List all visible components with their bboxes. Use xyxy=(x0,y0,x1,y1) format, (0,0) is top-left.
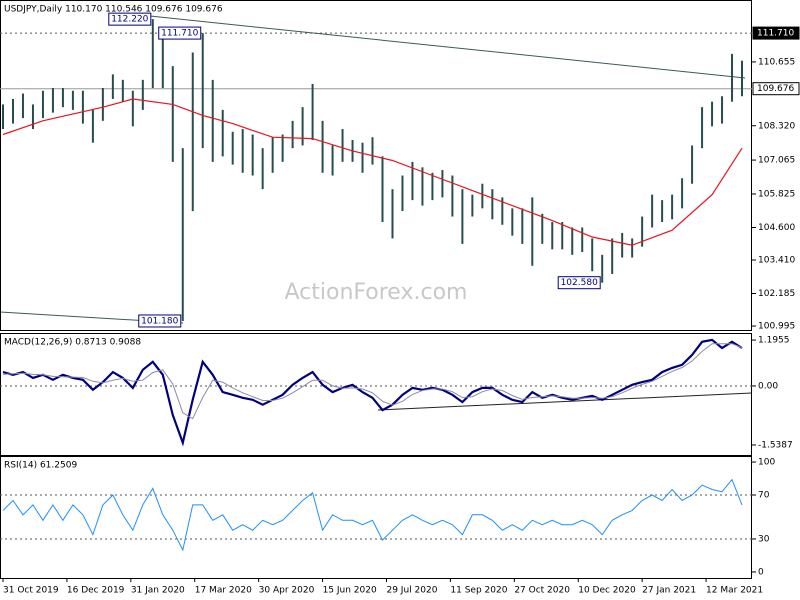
y-tick-label: 70 xyxy=(758,491,770,501)
x-tick-label: 11 Sep 2020 xyxy=(450,586,507,596)
annotation-label: 102.580 xyxy=(561,278,598,288)
indicator-line xyxy=(2,338,743,447)
panel-frame xyxy=(0,333,752,456)
y-tick-label: 108.320 xyxy=(758,121,795,131)
x-tick-label: 31 Oct 2019 xyxy=(3,586,59,596)
y-tick-label: 107.065 xyxy=(758,156,795,166)
watermark: ActionForex.com xyxy=(285,280,468,305)
y-tick-label: 104.600 xyxy=(758,223,795,233)
panel-title: USDJPY,Daily 110.170 110.546 109.676 109… xyxy=(4,5,223,15)
annotation-box xyxy=(138,314,182,328)
x-tick-label: 17 Mar 2020 xyxy=(195,586,252,596)
level-label: 109.676 xyxy=(757,84,794,94)
trendline xyxy=(149,15,746,79)
level-label-box xyxy=(752,26,800,40)
level-label-box xyxy=(752,82,800,96)
y-tick-label: 0 xyxy=(758,567,764,577)
y-tick-label: 100 xyxy=(758,458,775,468)
level-label: 111.710 xyxy=(757,29,794,39)
x-tick-label: 30 Apr 2020 xyxy=(259,586,315,596)
indicator-line xyxy=(2,343,743,420)
annotation-box xyxy=(108,12,152,26)
panel-frame xyxy=(0,0,752,331)
x-tick-label: 29 Jul 2020 xyxy=(386,586,437,596)
indicator-line xyxy=(2,478,743,552)
annotation-label: 111.710 xyxy=(161,29,198,39)
x-tick-label: 12 Mar 2021 xyxy=(706,586,763,596)
y-tick-label: 30 xyxy=(758,534,770,544)
annotation-box xyxy=(158,26,202,40)
y-tick-label: 1.1955 xyxy=(758,336,790,346)
y-tick-label: 100.995 xyxy=(758,322,795,332)
x-tick-label: 10 Dec 2020 xyxy=(578,586,636,596)
y-tick-label: -1.5387 xyxy=(758,440,793,450)
panel-frame xyxy=(0,456,752,579)
y-tick-label: 102.185 xyxy=(758,289,795,299)
panel-title: RSI(14) 61.2509 xyxy=(4,461,77,471)
y-tick-label: 103.410 xyxy=(758,256,795,266)
annotation-box xyxy=(557,276,601,290)
annotation-label: 101.180 xyxy=(141,316,178,326)
y-tick-label: 110.655 xyxy=(758,57,795,67)
x-tick-label: 27 Oct 2020 xyxy=(514,586,570,596)
annotation-label: 112.220 xyxy=(111,15,148,25)
x-tick-label: 15 Jun 2020 xyxy=(323,586,377,596)
trendline xyxy=(377,392,753,411)
x-tick-label: 31 Jan 2020 xyxy=(131,586,185,596)
x-tick-label: 27 Jan 2021 xyxy=(642,586,696,596)
y-tick-label: 105.825 xyxy=(758,189,795,199)
panel-title: MACD(12,26,9) 0.8713 0.9088 xyxy=(4,338,141,348)
x-tick-label: 16 Dec 2019 xyxy=(67,586,125,596)
y-tick-label: 0.00 xyxy=(758,381,778,391)
moving-average xyxy=(2,98,743,246)
